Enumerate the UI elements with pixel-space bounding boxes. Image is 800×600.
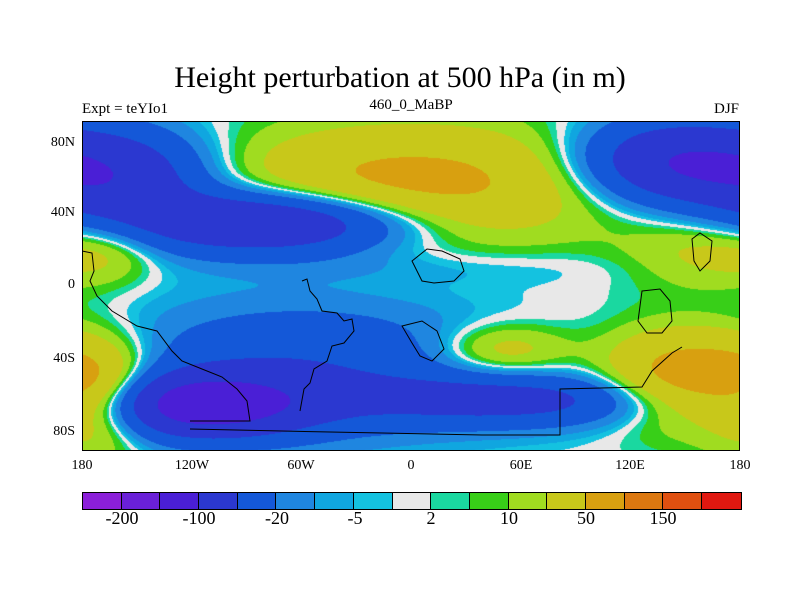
lat-tick-40s: 40S	[53, 351, 75, 366]
colorbar-swatch	[160, 493, 200, 509]
lon-tick-120w: 120W	[174, 458, 210, 473]
colorbar-label: -100	[182, 508, 216, 528]
lon-tick-60e: 60E	[509, 458, 533, 473]
colorbar-label: 10	[500, 508, 518, 528]
colorbar-label: 150	[649, 508, 677, 528]
colorbar-swatch	[547, 493, 586, 509]
colorbar	[82, 492, 742, 510]
colorbar-swatch	[702, 493, 741, 509]
colorbar-swatch	[83, 493, 122, 509]
colorbar-label: -20	[265, 508, 289, 528]
height-perturbation-map	[82, 121, 740, 451]
colorbar-swatch	[663, 493, 702, 509]
colorbar-swatch	[315, 493, 354, 509]
colorbar-swatch	[431, 493, 470, 509]
lat-tick-40n: 40N	[50, 205, 75, 220]
lat-tick-equator: 0	[68, 277, 75, 292]
lon-tick-180e: 180	[729, 458, 751, 473]
colorbar-swatch	[392, 493, 432, 509]
colorbar-label: 2	[426, 508, 436, 528]
lat-tick-80s: 80S	[53, 424, 75, 439]
colorbar-swatch	[624, 493, 664, 509]
colorbar-swatch	[469, 493, 509, 509]
period-label: 460_0_MaBP	[369, 97, 453, 113]
colorbar-swatch	[237, 493, 277, 509]
colorbar-swatch	[199, 493, 238, 509]
colorbar-label: -200	[105, 508, 139, 528]
lon-tick-60w: 60W	[287, 458, 315, 473]
colorbar-swatch	[353, 493, 393, 509]
colorbar-swatch	[121, 493, 161, 509]
colorbar-swatch	[585, 493, 625, 509]
lat-tick-80n: 80N	[50, 135, 75, 150]
colorbar-label: 50	[577, 508, 595, 528]
colorbar-label: -5	[347, 508, 363, 528]
season-label: DJF	[713, 101, 739, 117]
colorbar-swatch	[276, 493, 316, 509]
lon-tick-0: 0	[407, 458, 415, 473]
lon-tick-180w: 180	[71, 458, 93, 473]
colorbar-swatch	[508, 493, 548, 509]
plot-title: Height perturbation at 500 hPa (in m)	[174, 61, 626, 94]
experiment-label: Expt = teYIo1	[82, 101, 168, 117]
lon-tick-120e: 120E	[615, 458, 645, 473]
